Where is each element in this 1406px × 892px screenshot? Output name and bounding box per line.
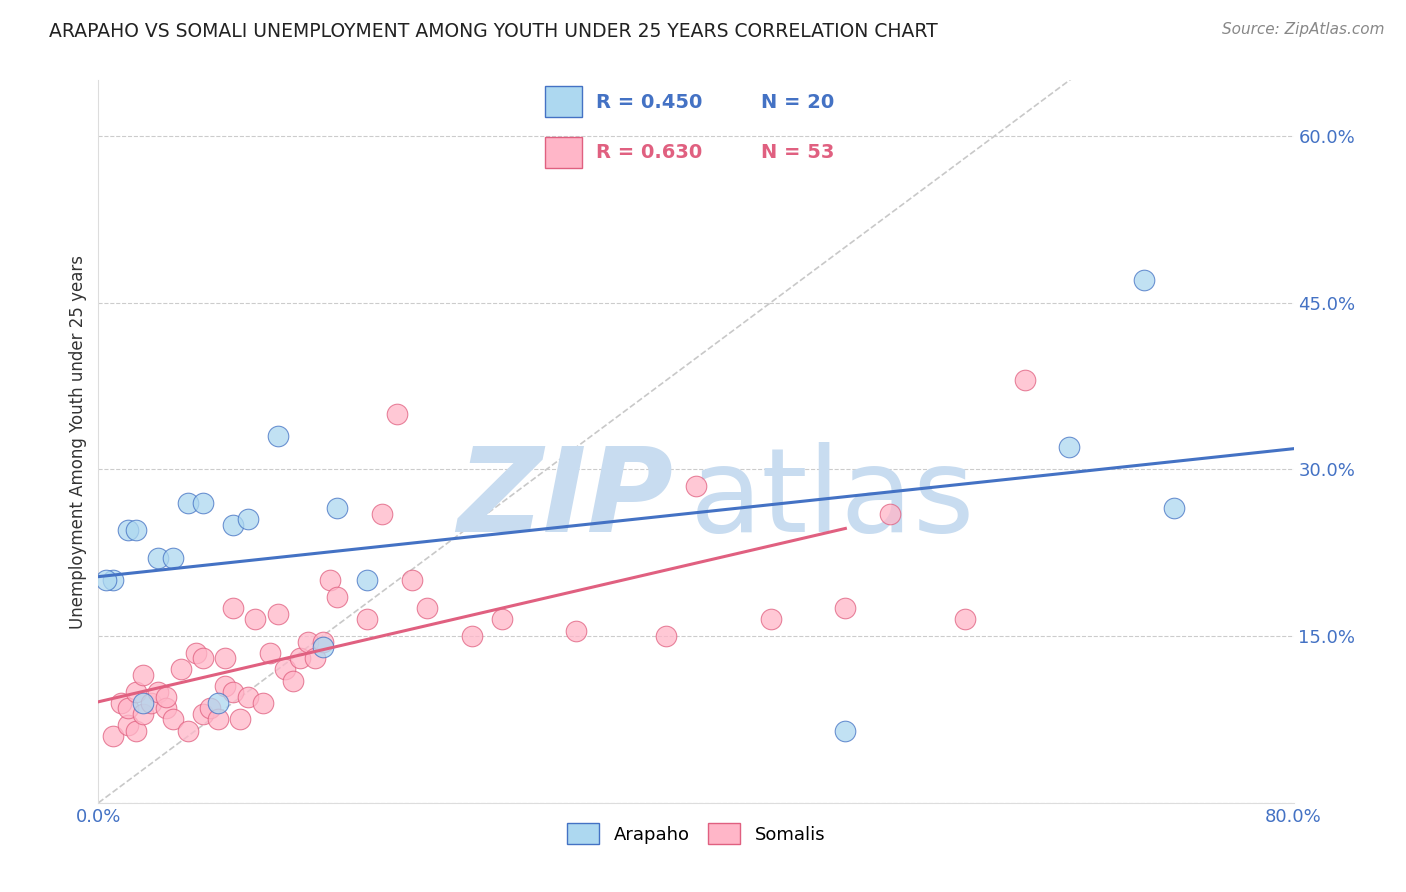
Point bbox=[132, 706, 155, 721]
Point bbox=[565, 624, 588, 638]
Point bbox=[461, 629, 484, 643]
Point bbox=[356, 612, 378, 626]
Point bbox=[288, 651, 311, 665]
Point bbox=[214, 651, 236, 665]
Point bbox=[117, 524, 139, 538]
Point bbox=[184, 646, 207, 660]
Text: ARAPAHO VS SOMALI UNEMPLOYMENT AMONG YOUTH UNDER 25 YEARS CORRELATION CHART: ARAPAHO VS SOMALI UNEMPLOYMENT AMONG YOU… bbox=[49, 22, 938, 41]
Point bbox=[117, 701, 139, 715]
Text: R = 0.630: R = 0.630 bbox=[596, 144, 703, 162]
Point bbox=[162, 551, 184, 566]
Point bbox=[304, 651, 326, 665]
Point bbox=[356, 574, 378, 588]
Point bbox=[103, 729, 125, 743]
Point bbox=[1163, 501, 1185, 516]
Point bbox=[879, 507, 901, 521]
Point bbox=[371, 507, 394, 521]
Point bbox=[214, 679, 236, 693]
Point bbox=[1014, 373, 1036, 387]
Point bbox=[125, 684, 148, 698]
Point bbox=[191, 651, 214, 665]
Y-axis label: Unemployment Among Youth under 25 years: Unemployment Among Youth under 25 years bbox=[69, 254, 87, 629]
Point bbox=[155, 690, 177, 705]
Legend: Arapaho, Somalis: Arapaho, Somalis bbox=[560, 816, 832, 852]
Point bbox=[236, 512, 259, 526]
Text: R = 0.450: R = 0.450 bbox=[596, 93, 703, 112]
Point bbox=[94, 574, 117, 588]
Point bbox=[103, 574, 125, 588]
Point bbox=[155, 701, 177, 715]
Point bbox=[191, 706, 214, 721]
Point bbox=[1133, 273, 1156, 287]
Point bbox=[401, 574, 423, 588]
Point bbox=[148, 551, 170, 566]
Point bbox=[125, 524, 148, 538]
Point bbox=[267, 607, 290, 621]
Point bbox=[177, 723, 200, 738]
Point bbox=[148, 684, 170, 698]
Point bbox=[200, 701, 222, 715]
Text: Source: ZipAtlas.com: Source: ZipAtlas.com bbox=[1222, 22, 1385, 37]
Point bbox=[125, 723, 148, 738]
Point bbox=[655, 629, 678, 643]
Point bbox=[236, 690, 259, 705]
Point bbox=[274, 662, 297, 676]
Point bbox=[416, 601, 439, 615]
Point bbox=[222, 517, 245, 532]
Text: ZIP: ZIP bbox=[457, 442, 673, 557]
Point bbox=[245, 612, 267, 626]
Point bbox=[491, 612, 513, 626]
FancyBboxPatch shape bbox=[546, 87, 582, 117]
Point bbox=[117, 718, 139, 732]
Text: N = 20: N = 20 bbox=[761, 93, 834, 112]
Point bbox=[222, 684, 245, 698]
Point bbox=[685, 479, 707, 493]
Point bbox=[110, 696, 132, 710]
Point bbox=[1059, 440, 1081, 454]
Text: atlas: atlas bbox=[690, 442, 976, 557]
Point bbox=[169, 662, 191, 676]
Point bbox=[191, 496, 214, 510]
Point bbox=[229, 713, 252, 727]
Point bbox=[207, 713, 229, 727]
Point bbox=[834, 723, 856, 738]
Point bbox=[281, 673, 304, 688]
Point bbox=[132, 696, 155, 710]
Point bbox=[311, 634, 333, 648]
Point bbox=[267, 429, 290, 443]
Point bbox=[139, 696, 162, 710]
Point bbox=[252, 696, 274, 710]
Point bbox=[207, 696, 229, 710]
FancyBboxPatch shape bbox=[546, 137, 582, 168]
Point bbox=[326, 590, 349, 604]
Point bbox=[222, 601, 245, 615]
Text: N = 53: N = 53 bbox=[761, 144, 834, 162]
Point bbox=[326, 501, 349, 516]
Point bbox=[259, 646, 281, 660]
Point bbox=[162, 713, 184, 727]
Point bbox=[311, 640, 333, 655]
Point bbox=[297, 634, 319, 648]
Point bbox=[834, 601, 856, 615]
Point bbox=[319, 574, 342, 588]
Point bbox=[759, 612, 782, 626]
Point bbox=[953, 612, 976, 626]
Point bbox=[385, 407, 409, 421]
Point bbox=[177, 496, 200, 510]
Point bbox=[132, 668, 155, 682]
